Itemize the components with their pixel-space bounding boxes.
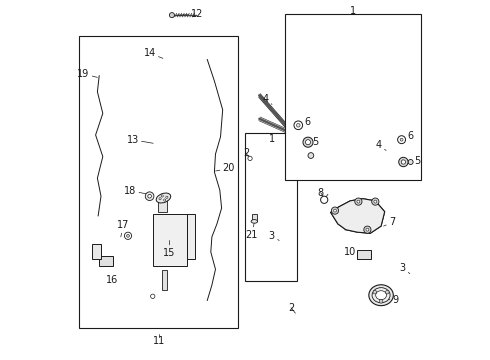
Text: 4: 4 [376,140,386,150]
Circle shape [366,228,369,231]
Text: 2: 2 [243,148,250,160]
Circle shape [159,198,161,200]
Circle shape [305,140,311,145]
Text: 21: 21 [245,222,258,240]
Text: 5: 5 [409,156,421,166]
Bar [252,214,257,221]
Text: 2: 2 [288,303,295,313]
Text: 11: 11 [152,336,165,346]
Text: 18: 18 [124,186,149,196]
Polygon shape [331,199,385,233]
Text: 6: 6 [402,131,414,141]
Circle shape [294,121,303,130]
Circle shape [373,290,377,294]
Text: 1: 1 [269,134,275,144]
Circle shape [401,160,406,164]
Circle shape [386,290,389,294]
Text: 9: 9 [387,294,399,305]
Circle shape [334,209,337,212]
Text: 10: 10 [343,247,361,257]
Circle shape [398,136,406,144]
Text: 19: 19 [77,69,98,79]
Circle shape [379,300,383,303]
Circle shape [320,196,328,203]
Ellipse shape [156,193,171,203]
Text: 14: 14 [144,48,163,58]
Bar [79,36,238,328]
Circle shape [161,195,163,197]
Circle shape [164,199,166,201]
Ellipse shape [372,288,390,303]
Text: 7: 7 [384,217,395,228]
Text: 20: 20 [216,163,235,174]
Circle shape [248,156,252,161]
Circle shape [145,192,154,201]
Text: 4: 4 [262,94,272,104]
Text: 17: 17 [117,220,129,237]
Circle shape [148,194,151,198]
Circle shape [303,137,313,147]
Circle shape [124,232,132,239]
Circle shape [357,200,360,203]
Circle shape [331,207,339,214]
Text: 6: 6 [298,117,310,127]
Text: 8: 8 [318,188,325,199]
Text: 15: 15 [163,240,175,258]
Ellipse shape [251,220,258,223]
Text: 13: 13 [126,135,153,145]
Circle shape [126,234,129,237]
Bar [158,198,167,212]
Text: 16: 16 [106,275,118,285]
Circle shape [408,159,413,165]
Bar [285,14,421,180]
Text: 1: 1 [350,6,356,16]
Bar [153,214,187,266]
Bar [245,133,297,281]
Text: 3: 3 [399,263,410,274]
Circle shape [364,226,371,233]
Bar [99,256,113,266]
Bar [162,270,167,290]
Ellipse shape [369,285,393,306]
Circle shape [308,153,314,158]
Circle shape [355,198,362,205]
Circle shape [296,123,300,127]
Circle shape [374,200,377,203]
Circle shape [170,13,174,18]
Bar [357,250,371,259]
Circle shape [372,198,379,205]
Circle shape [166,196,168,198]
Circle shape [399,157,408,167]
Circle shape [400,138,403,141]
Ellipse shape [376,291,387,300]
Bar [92,244,101,259]
Text: 3: 3 [269,231,279,241]
Circle shape [150,294,155,298]
Text: 12: 12 [176,9,203,19]
Bar [187,214,195,258]
Text: 5: 5 [307,137,319,147]
